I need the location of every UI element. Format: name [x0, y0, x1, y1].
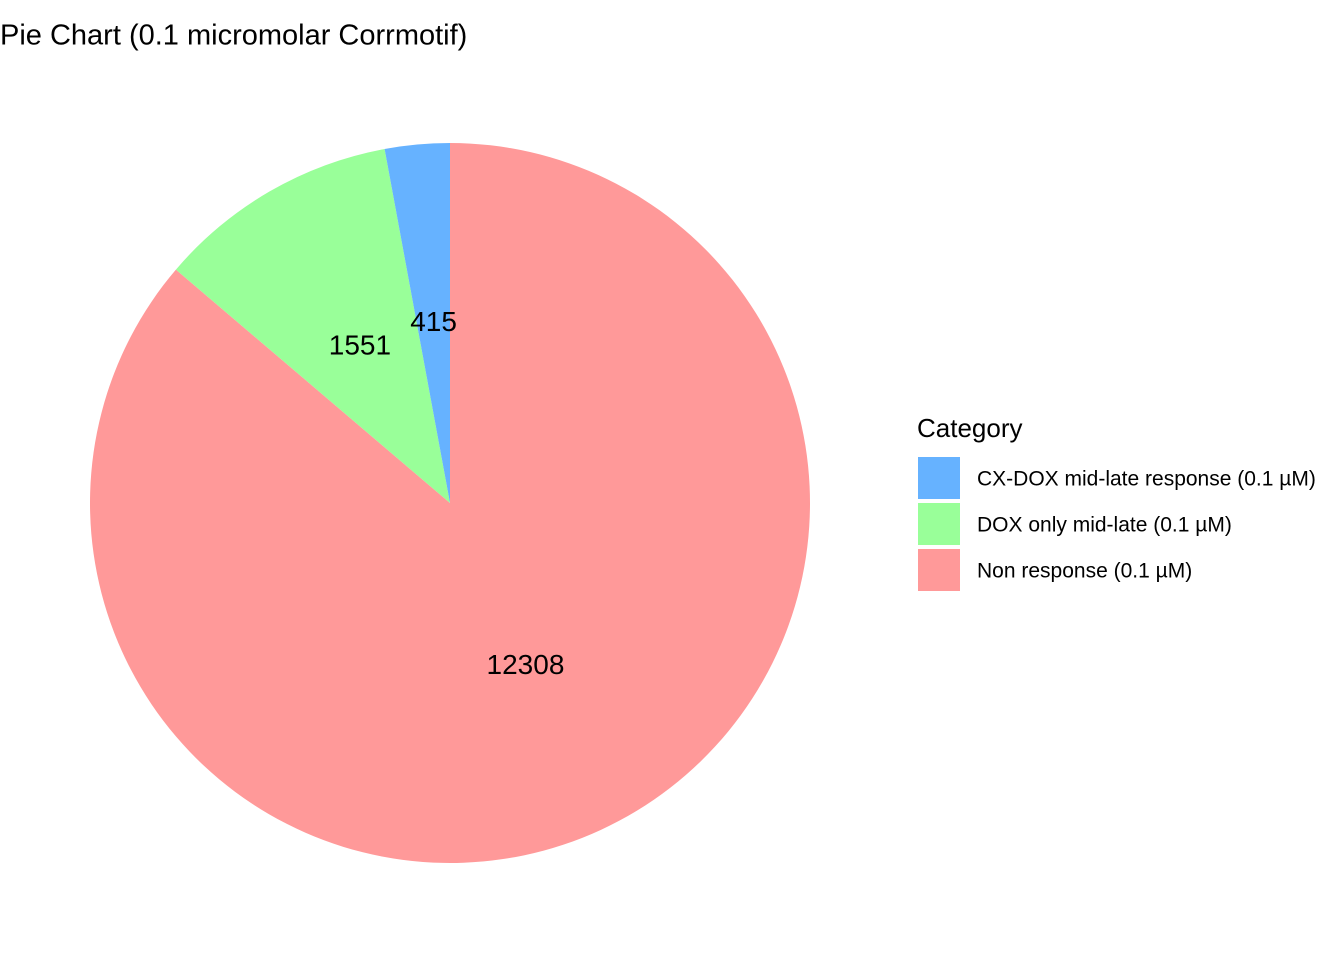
pie-slice	[175, 148, 450, 503]
legend-label: Non response (0.1 µM)	[977, 560, 1192, 583]
legend-label: DOX only mid-late (0.1 µM)	[977, 514, 1232, 537]
legend-key	[918, 549, 960, 591]
pie-slice	[90, 143, 810, 864]
legend-title: Category	[917, 413, 1023, 443]
pie-slice	[384, 143, 450, 503]
chart-title: Pie Chart (0.1 micromolar Corrmotif)	[0, 20, 467, 52]
legend-key	[918, 457, 960, 499]
legend-label: CX-DOX mid-late response (0.1 µM)	[977, 468, 1316, 491]
slice-label: 12308	[487, 649, 565, 680]
legend-key	[918, 503, 960, 545]
slice-label: 415	[410, 306, 457, 337]
slice-label: 1551	[329, 330, 391, 361]
